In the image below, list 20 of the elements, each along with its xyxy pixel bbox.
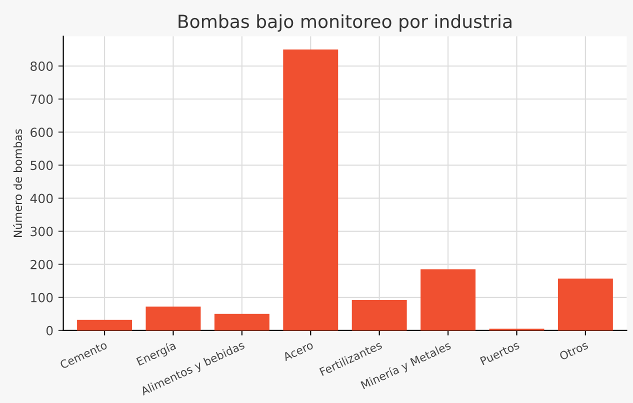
- x-tick-label: Otros: [558, 340, 589, 360]
- x-tick-label: Acero: [282, 340, 314, 362]
- y-tick-label: 800: [30, 61, 53, 71]
- bar: [214, 314, 270, 330]
- y-tick-label: 100: [31, 292, 53, 302]
- y-tick-label: 300: [30, 226, 53, 236]
- bar: [283, 49, 338, 330]
- bar: [77, 320, 132, 330]
- y-tick-label: 600: [30, 128, 53, 138]
- y-tick-label: 500: [30, 160, 53, 170]
- y-tick-label: 0: [46, 326, 53, 336]
- bar: [558, 278, 613, 330]
- bar: [420, 269, 476, 330]
- y-tick-label: 200: [30, 260, 53, 270]
- y-axis-title: Número de bombas: [12, 129, 22, 237]
- chart-title: Bombas bajo monitoreo por industria: [178, 14, 512, 32]
- y-tick-label: 700: [30, 94, 53, 104]
- bar: [146, 306, 201, 330]
- bar: [352, 300, 407, 330]
- y-tick-label: 400: [30, 194, 53, 204]
